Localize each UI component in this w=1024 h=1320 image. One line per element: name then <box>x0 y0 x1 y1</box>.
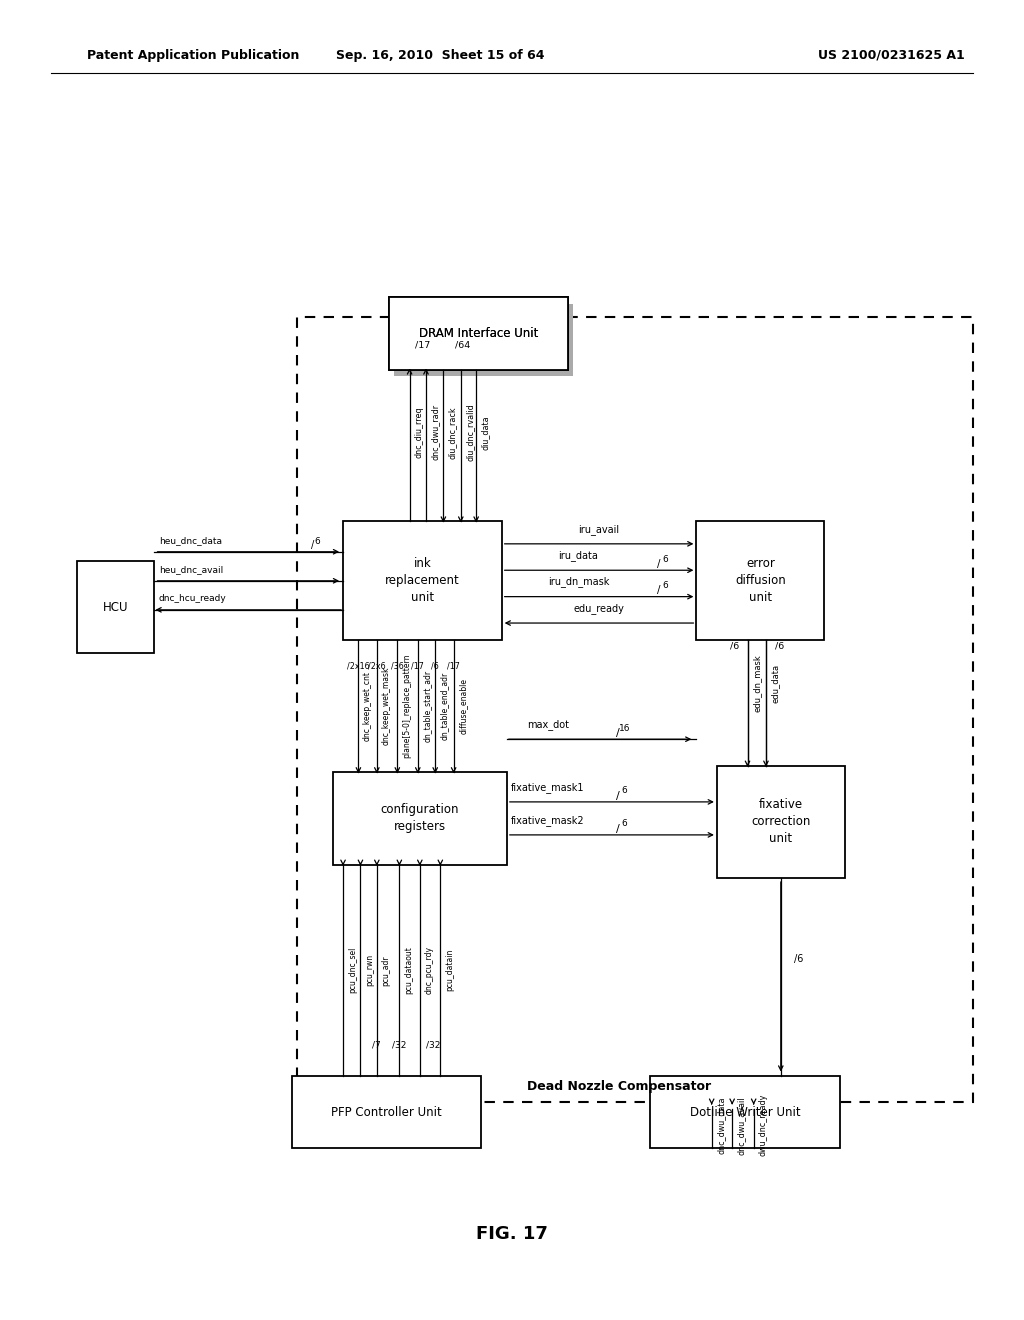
Text: heu_dnc_avail: heu_dnc_avail <box>159 565 223 574</box>
Text: diu_dnc_rack: diu_dnc_rack <box>449 407 457 458</box>
Text: DRAM Interface Unit: DRAM Interface Unit <box>419 327 539 339</box>
Text: fixative_mask1: fixative_mask1 <box>511 781 585 792</box>
Text: /: / <box>310 540 314 550</box>
Bar <box>77 561 154 653</box>
Text: dnc_dwu_radr: dnc_dwu_radr <box>431 404 439 461</box>
Text: pcu_adr: pcu_adr <box>382 954 390 986</box>
Text: US 2100/0231625 A1: US 2100/0231625 A1 <box>817 49 965 62</box>
Text: Dotline Writer Unit: Dotline Writer Unit <box>689 1106 801 1118</box>
Text: plane[5-0]_replace_pattern: plane[5-0]_replace_pattern <box>402 653 411 759</box>
Text: dnc_dwu_avail: dnc_dwu_avail <box>737 1096 745 1155</box>
Text: dnc_dwu_data: dnc_dwu_data <box>717 1097 725 1154</box>
Text: FIG. 17: FIG. 17 <box>476 1225 548 1243</box>
Bar <box>297 317 973 1102</box>
Text: configuration
registers: configuration registers <box>381 804 459 833</box>
Bar <box>333 772 507 865</box>
Text: dwu_dnc_ready: dwu_dnc_ready <box>759 1094 767 1156</box>
Text: /32: /32 <box>392 1040 407 1049</box>
Text: edu_data: edu_data <box>771 664 779 702</box>
Text: pcu_dnc_sel: pcu_dnc_sel <box>348 946 356 994</box>
Text: /2x6: /2x6 <box>368 661 386 671</box>
Text: max_dot: max_dot <box>526 719 569 730</box>
Text: edu_ready: edu_ready <box>573 603 625 614</box>
Text: /6: /6 <box>431 661 439 671</box>
Text: edu_dn_mask: edu_dn_mask <box>753 655 761 711</box>
Text: diffuse_enable: diffuse_enable <box>459 678 467 734</box>
Text: /6: /6 <box>794 953 803 964</box>
Text: error
diffusion
unit: error diffusion unit <box>735 557 785 605</box>
Text: /: / <box>615 791 620 800</box>
Text: 6: 6 <box>622 787 628 795</box>
Text: Dead Nozzle Compensator: Dead Nozzle Compensator <box>527 1080 712 1093</box>
Text: dn_table_end_adr: dn_table_end_adr <box>440 672 449 741</box>
Text: /2x16: /2x16 <box>347 661 370 671</box>
Text: /32: /32 <box>426 1040 440 1049</box>
Text: dnc_keep_wet_cnt: dnc_keep_wet_cnt <box>364 671 372 742</box>
Text: /: / <box>615 824 620 834</box>
Text: 6: 6 <box>314 537 321 546</box>
Text: /6: /6 <box>729 642 739 649</box>
Text: 6: 6 <box>663 581 669 590</box>
Text: /: / <box>615 727 620 738</box>
Text: iru_data: iru_data <box>559 550 598 561</box>
Bar <box>394 304 573 376</box>
Text: 16: 16 <box>618 723 631 733</box>
Bar <box>696 521 824 640</box>
Text: /7: /7 <box>373 1040 381 1049</box>
Text: pcu_datain: pcu_datain <box>445 949 454 991</box>
Text: Sep. 16, 2010  Sheet 15 of 64: Sep. 16, 2010 Sheet 15 of 64 <box>336 49 545 62</box>
Text: iru_dn_mask: iru_dn_mask <box>548 577 609 587</box>
Text: Patent Application Publication: Patent Application Publication <box>87 49 299 62</box>
Text: pcu_rwn: pcu_rwn <box>366 954 374 986</box>
Text: DRAM Interface Unit: DRAM Interface Unit <box>419 327 539 339</box>
Bar <box>292 1076 481 1148</box>
Text: dnc_diu_rreq: dnc_diu_rreq <box>415 407 423 458</box>
Text: fixative
correction
unit: fixative correction unit <box>752 799 810 845</box>
Text: heu_dnc_data: heu_dnc_data <box>159 536 222 545</box>
Text: 6: 6 <box>663 554 669 564</box>
Text: dnc_keep_wet_mask: dnc_keep_wet_mask <box>382 667 390 746</box>
Text: /: / <box>656 585 660 595</box>
Bar <box>717 766 845 878</box>
Text: pcu_dataout: pcu_dataout <box>404 946 413 994</box>
Text: /17: /17 <box>447 661 460 671</box>
Text: /: / <box>656 558 660 569</box>
Text: iru_avail: iru_avail <box>579 524 620 535</box>
Bar <box>389 297 568 370</box>
Bar <box>389 297 568 370</box>
Text: /17: /17 <box>416 341 430 350</box>
Text: fixative_mask2: fixative_mask2 <box>511 814 585 826</box>
Text: diu_data: diu_data <box>481 414 489 450</box>
Text: PFP Controller Unit: PFP Controller Unit <box>331 1106 442 1118</box>
Text: /36: /36 <box>391 661 403 671</box>
Text: diu_dnc_rvalid: diu_dnc_rvalid <box>466 404 474 461</box>
Text: HCU: HCU <box>102 601 128 614</box>
Text: dnc_hcu_ready: dnc_hcu_ready <box>159 594 226 603</box>
Text: /17: /17 <box>412 661 424 671</box>
Text: dnc_pcu_rdy: dnc_pcu_rdy <box>425 946 433 994</box>
Text: /6: /6 <box>774 642 784 649</box>
Text: dn_table_start_adr: dn_table_start_adr <box>423 671 431 742</box>
Text: ink
replacement
unit: ink replacement unit <box>385 557 460 605</box>
Text: 6: 6 <box>622 820 628 829</box>
Bar <box>343 521 502 640</box>
Text: /64: /64 <box>456 341 470 350</box>
Bar <box>650 1076 840 1148</box>
